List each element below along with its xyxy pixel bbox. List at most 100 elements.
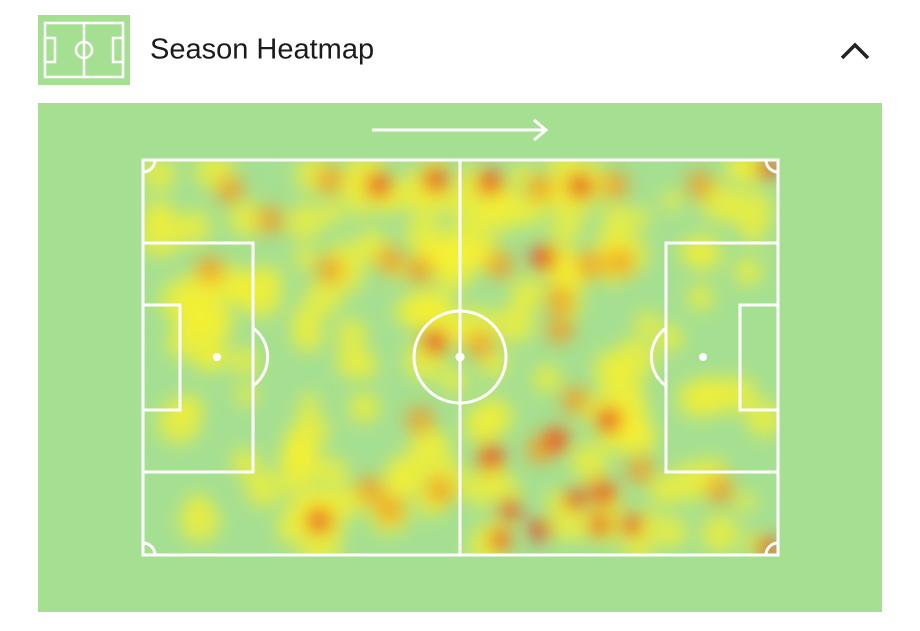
heat-blob (319, 200, 344, 225)
direction-arrow (372, 118, 549, 142)
heat-blob (550, 503, 589, 542)
heat-blob (376, 246, 404, 274)
heat-blob (449, 215, 493, 259)
heat-blob (369, 174, 391, 196)
heat-blob (626, 456, 654, 484)
heat-blob (286, 204, 323, 241)
heat-blob (190, 338, 225, 373)
heat-blob (729, 190, 773, 233)
section-title: Season Heatmap (150, 34, 374, 66)
heat-blob (594, 484, 616, 506)
heat-blob (465, 472, 500, 507)
heat-blob (336, 318, 367, 349)
heat-blob (489, 529, 511, 551)
heat-blob (348, 193, 373, 218)
heat-blob (757, 537, 778, 555)
pitch-icon (38, 15, 130, 85)
heat-blob (545, 429, 567, 451)
heat-blob (511, 276, 545, 311)
heat-blob (178, 500, 220, 543)
heat-blob (589, 514, 611, 536)
heat-blob (621, 514, 643, 536)
heat-blob (546, 286, 574, 314)
heat-blob (601, 171, 629, 199)
heat-blob (606, 248, 634, 276)
heat-blob (441, 367, 467, 394)
heat-blob (661, 191, 682, 212)
heat-blob (686, 171, 714, 199)
heat-blob (316, 256, 344, 284)
heat-blob (316, 166, 344, 194)
heat-blob (176, 210, 211, 245)
heat-blob (526, 174, 554, 202)
heat-blob (298, 393, 320, 414)
heat-blob (463, 406, 501, 445)
heat-blob (406, 256, 434, 284)
pitch-spots (213, 352, 707, 362)
heat-blob (233, 268, 254, 289)
heat-blob (426, 476, 454, 504)
heat-blob (230, 347, 259, 376)
heat-blob (216, 176, 244, 204)
heat-blob (550, 209, 583, 242)
heat-blob (418, 433, 440, 455)
heat-blob (291, 320, 324, 353)
heat-blob (564, 489, 586, 511)
heat-blob (531, 247, 553, 269)
heat-blob (677, 379, 716, 418)
heat-blob (546, 316, 574, 344)
heat-blob (291, 412, 329, 450)
heat-blob (143, 198, 176, 232)
collapse-chevron[interactable] (840, 42, 870, 60)
heat-blob (382, 464, 418, 500)
heat-blob (293, 246, 318, 271)
heat-blob (622, 531, 654, 555)
heat-blob (143, 160, 176, 191)
heat-blob (318, 457, 349, 487)
heat-blob (481, 444, 503, 466)
heat-blob (187, 493, 209, 516)
heat-blob (424, 331, 446, 353)
heat-blob (734, 257, 762, 286)
heat-blob (635, 311, 661, 337)
heat-blob (597, 409, 619, 431)
heat-blob (229, 201, 265, 237)
pitch-lines (141, 158, 780, 557)
heat-blob (278, 443, 316, 482)
heat-blob (571, 443, 608, 481)
heat-blob (175, 309, 210, 344)
heat-blob (376, 496, 404, 524)
heat-blob (687, 284, 714, 311)
heat-blob (256, 206, 284, 234)
heat-blob (654, 516, 688, 549)
heat-blob (576, 251, 604, 279)
heat-blob (533, 364, 561, 393)
heat-blob (245, 469, 283, 507)
heat-blob (307, 511, 329, 533)
heat-blob (706, 476, 734, 504)
heat-blob (500, 481, 521, 503)
heat-blob (513, 195, 545, 227)
heat-blob (348, 392, 380, 424)
heat-blob (304, 279, 342, 317)
heat-blob (630, 207, 651, 228)
heat-blob (679, 238, 705, 264)
heat-blob (196, 256, 224, 284)
heat-blob (735, 491, 756, 512)
heat-blob (406, 406, 434, 434)
heat-blob (561, 386, 589, 414)
heat-blob (486, 251, 514, 279)
heat-blob (447, 325, 469, 346)
heat-blob (701, 514, 740, 553)
heat-blob (757, 160, 778, 179)
heat-blob (499, 499, 521, 521)
heat-blob (466, 331, 494, 359)
heat-blob (744, 223, 765, 244)
heat-blob (569, 175, 591, 197)
heat-blob (720, 376, 757, 413)
heat-blob (529, 519, 551, 541)
heat-blob (355, 354, 379, 377)
heat-blob (656, 325, 683, 352)
